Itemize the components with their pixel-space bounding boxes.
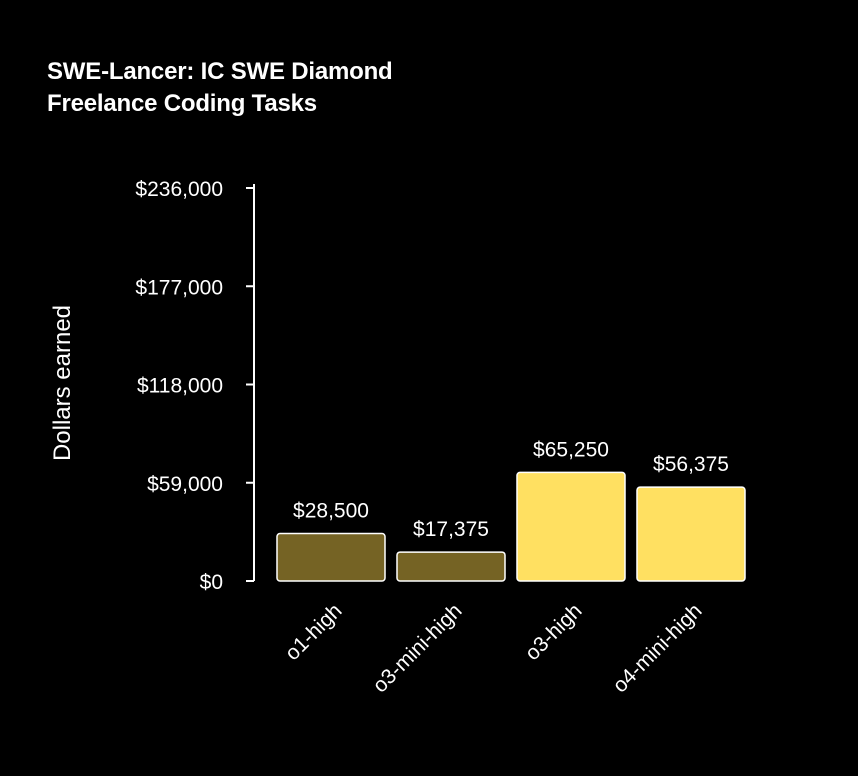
y-tick-label: $59,000 (147, 473, 223, 496)
bar-o3-high (516, 471, 626, 582)
x-tick-label-o3-high: o3-high (521, 599, 587, 665)
y-tick-label: $177,000 (135, 276, 223, 299)
bar-o1-high (276, 532, 386, 582)
bar-o3-mini-high (396, 551, 506, 582)
x-tick-label-o1-high: o1-high (281, 599, 347, 665)
chart-title: SWE-Lancer: IC SWE Diamond Freelance Cod… (47, 56, 393, 120)
x-tick-label-o3-mini-high: o3-mini-high (369, 599, 467, 697)
data-label-o3-high: $65,250 (533, 438, 609, 461)
y-tick-label: $118,000 (137, 375, 223, 398)
data-label-o3-mini-high: $17,375 (413, 518, 489, 541)
chart-title-line-2: Freelance Coding Tasks (47, 90, 317, 117)
y-axis-title: Dollars earned (49, 305, 76, 461)
data-label-o4-mini-high: $56,375 (653, 453, 729, 476)
y-tick-label: $236,000 (135, 178, 223, 201)
x-tick-label-o4-mini-high: o4-mini-high (609, 599, 707, 697)
bars (276, 471, 746, 582)
data-label-o1-high: $28,500 (293, 500, 369, 523)
y-axis: $0 $59,000 $118,000 $177,000 $236,000 (135, 178, 255, 594)
value-labels: $28,500 $17,375 $65,250 $56,375 (293, 438, 729, 541)
y-tick-label: $0 (200, 571, 223, 594)
chart-title-line-1: SWE-Lancer: IC SWE Diamond (47, 58, 393, 85)
bar-o4-mini-high (636, 486, 746, 582)
category-labels: o1-high o3-mini-high o3-high o4-mini-high (281, 599, 707, 697)
